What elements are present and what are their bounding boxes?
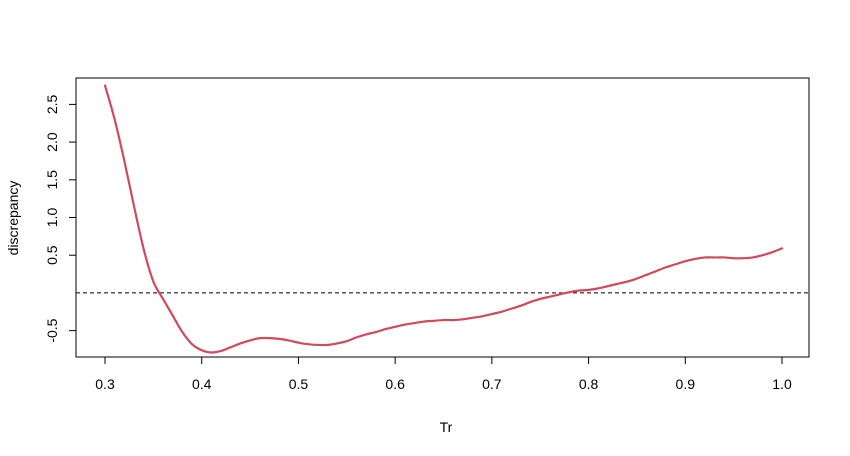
x-tick-label: 0.7 bbox=[482, 376, 502, 392]
y-tick-label: 2.0 bbox=[44, 132, 60, 152]
y-axis-title: discrepancy bbox=[5, 181, 21, 256]
x-tick-label: 0.4 bbox=[192, 376, 212, 392]
plot-frame bbox=[75, 77, 810, 358]
x-tick-label: 0.8 bbox=[579, 376, 599, 392]
x-tick-label: 0.3 bbox=[95, 376, 115, 392]
x-axis: 0.3 0.4 0.5 0.6 0.7 0.8 0.9 1.0 bbox=[95, 357, 792, 392]
y-tick-label: 2.5 bbox=[44, 94, 60, 114]
x-tick-label: 1.0 bbox=[772, 376, 792, 392]
y-tick-label: -0.5 bbox=[44, 318, 60, 342]
y-axis: -0.5 0.5 1.0 1.5 2.0 2.5 bbox=[44, 94, 76, 343]
x-tick-label: 0.9 bbox=[676, 376, 696, 392]
y-tick-label: 1.0 bbox=[44, 208, 60, 228]
x-tick-label: 0.5 bbox=[289, 376, 309, 392]
y-tick-label: 0.5 bbox=[44, 245, 60, 265]
series-line bbox=[103, 84, 784, 354]
y-tick-label: 1.5 bbox=[44, 170, 60, 190]
x-axis-title: Tr bbox=[440, 419, 453, 435]
x-tick-label: 0.6 bbox=[385, 376, 405, 392]
